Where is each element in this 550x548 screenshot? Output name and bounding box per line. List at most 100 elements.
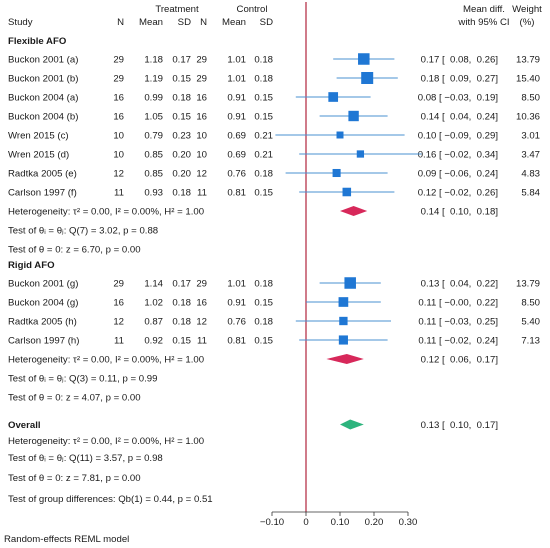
- header-control-mean: Mean: [222, 17, 246, 28]
- study-effect-marker: [344, 277, 356, 289]
- study-effect-marker: [348, 110, 359, 122]
- weight-text: 13.79: [516, 279, 540, 290]
- control-n: 16: [196, 112, 207, 123]
- control-n: 29: [196, 55, 207, 66]
- effect-ci-text: 0.11 [ −0.00, 0.22]: [418, 298, 498, 309]
- control-sd: 0.18: [254, 55, 273, 66]
- subgroup-q-test: Test of θᵢ = θⱼ: Q(3) = 0.11, p = 0.99: [8, 374, 157, 385]
- effect-ci-text: 0.11 [ −0.02, 0.24]: [418, 336, 498, 347]
- treatment-n: 11: [114, 188, 124, 199]
- treatment-n: 10: [113, 150, 124, 161]
- treatment-mean: 0.99: [144, 93, 163, 104]
- weight-text: 8.50: [521, 298, 540, 309]
- control-mean: 0.76: [227, 317, 246, 328]
- control-n: 12: [196, 169, 207, 180]
- weight-text: 4.83: [521, 169, 540, 180]
- header-treatment-mean: Mean: [139, 17, 163, 28]
- header-control-sd: SD: [260, 17, 273, 28]
- treatment-n: 16: [113, 298, 124, 309]
- subgroup-pooled-ci-text: 0.12 [ 0.06, 0.17]: [421, 355, 498, 366]
- treatment-sd: 0.18: [172, 298, 191, 309]
- control-n: 11: [197, 336, 207, 347]
- x-axis-tick-label: −0.10: [260, 517, 284, 528]
- treatment-mean: 0.92: [144, 336, 163, 347]
- control-mean: 0.76: [227, 169, 246, 180]
- effect-ci-text: 0.10 [ −0.09, 0.29]: [418, 131, 498, 142]
- treatment-sd: 0.15: [172, 74, 191, 85]
- treatment-n: 29: [113, 279, 124, 290]
- effect-ci-text: 0.09 [ −0.06, 0.24]: [418, 169, 498, 180]
- control-mean: 0.91: [227, 93, 246, 104]
- treatment-sd: 0.18: [172, 93, 191, 104]
- treatment-n: 12: [113, 317, 124, 328]
- control-n: 16: [196, 93, 207, 104]
- treatment-sd: 0.18: [172, 188, 191, 199]
- study-label: Radtka 2005 (h): [8, 317, 77, 328]
- subgroup-heterogeneity: Heterogeneity: τ² = 0.00, I² = 0.00%, H²…: [8, 207, 204, 218]
- control-mean: 0.69: [227, 131, 246, 142]
- study-label: Buckon 2004 (a): [8, 93, 78, 104]
- control-mean: 1.01: [227, 279, 246, 290]
- header-control-n: N: [200, 17, 207, 28]
- control-n: 16: [196, 298, 207, 309]
- weight-text: 5.40: [521, 317, 540, 328]
- treatment-mean: 1.19: [144, 74, 163, 85]
- treatment-mean: 1.18: [144, 55, 163, 66]
- study-label: Wren 2015 (c): [8, 131, 69, 142]
- effect-ci-text: 0.13 [ 0.04, 0.22]: [421, 279, 498, 290]
- treatment-n: 29: [113, 74, 124, 85]
- header-treatment-n: N: [117, 17, 124, 28]
- header-treatment-sd: SD: [178, 17, 191, 28]
- overall-heterogeneity: Heterogeneity: τ² = 0.00, I² = 0.00%, H²…: [8, 436, 204, 447]
- overall-title: Overall: [8, 420, 41, 431]
- weight-text: 15.40: [516, 74, 540, 85]
- treatment-mean: 0.93: [144, 188, 163, 199]
- treatment-sd: 0.15: [172, 112, 191, 123]
- weight-text: 3.47: [521, 150, 540, 161]
- study-label: Buckon 2001 (b): [8, 74, 78, 85]
- weight-text: 5.84: [521, 188, 540, 199]
- overall-ci-text: 0.13 [ 0.10, 0.17]: [421, 420, 498, 431]
- weight-text: 13.79: [516, 55, 540, 66]
- study-label: Buckon 2001 (g): [8, 279, 78, 290]
- header-control: Control: [237, 4, 268, 15]
- control-mean: 0.69: [227, 150, 246, 161]
- effect-ci-text: 0.12 [ −0.02, 0.26]: [418, 188, 498, 199]
- subgroup-heterogeneity: Heterogeneity: τ² = 0.00, I² = 0.00%, H²…: [8, 355, 204, 366]
- treatment-n: 29: [113, 55, 124, 66]
- control-sd: 0.15: [254, 112, 273, 123]
- study-effect-marker: [336, 131, 344, 139]
- study-label: Carlson 1997 (h): [8, 336, 79, 347]
- subgroup-q-test: Test of θᵢ = θⱼ: Q(7) = 3.02, p = 0.88: [8, 226, 158, 237]
- overall-pooled-diamond: [340, 419, 364, 430]
- treatment-sd: 0.23: [172, 131, 191, 142]
- treatment-sd: 0.18: [172, 317, 191, 328]
- effect-ci-text: 0.17 [ 0.08, 0.26]: [421, 55, 498, 66]
- study-label: Radtka 2005 (e): [8, 169, 77, 180]
- header-treatment: Treatment: [155, 4, 199, 15]
- overall-q-test: Test of θᵢ = θⱼ: Q(11) = 3.57, p = 0.98: [8, 453, 163, 464]
- treatment-sd: 0.20: [172, 150, 191, 161]
- control-sd: 0.15: [254, 93, 273, 104]
- effect-ci-text: 0.11 [ −0.03, 0.25]: [418, 317, 498, 328]
- weight-text: 7.13: [521, 336, 540, 347]
- subgroup-pooled-diamond: [326, 354, 364, 364]
- treatment-sd: 0.15: [172, 336, 191, 347]
- weight-text: 8.50: [521, 93, 540, 104]
- study-label: Wren 2015 (d): [8, 150, 69, 161]
- control-sd: 0.15: [254, 336, 273, 347]
- control-mean: 0.81: [227, 336, 246, 347]
- model-footnote: Random-effects REML model: [4, 534, 129, 545]
- x-axis-tick-label: 0: [303, 517, 308, 528]
- x-axis-tick-label: 0.10: [331, 517, 350, 528]
- treatment-sd: 0.20: [172, 169, 191, 180]
- treatment-mean: 0.87: [144, 317, 163, 328]
- header-effect-line2: with 95% CI: [457, 17, 509, 28]
- treatment-n: 16: [113, 93, 124, 104]
- control-n: 12: [196, 317, 207, 328]
- control-n: 10: [196, 150, 207, 161]
- control-sd: 0.15: [254, 188, 273, 199]
- study-effect-marker: [328, 92, 339, 102]
- treatment-mean: 1.02: [144, 298, 163, 309]
